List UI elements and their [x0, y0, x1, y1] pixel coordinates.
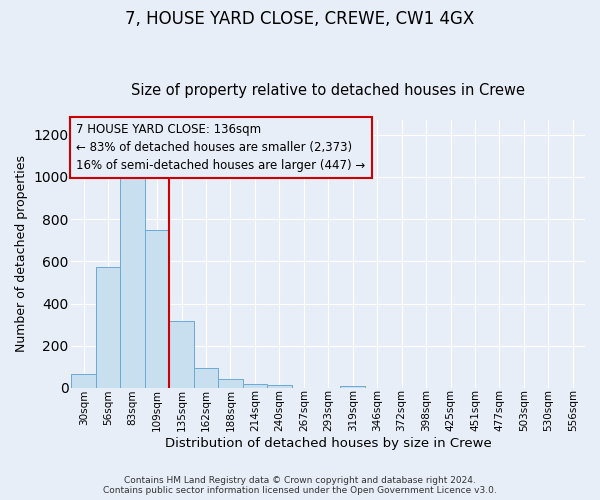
Bar: [267, 385, 292, 388]
X-axis label: Distribution of detached houses by size in Crewe: Distribution of detached houses by size …: [165, 437, 491, 450]
Title: Size of property relative to detached houses in Crewe: Size of property relative to detached ho…: [131, 83, 525, 98]
Y-axis label: Number of detached properties: Number of detached properties: [15, 156, 28, 352]
Bar: [242, 384, 267, 388]
Bar: [169, 322, 194, 388]
Bar: [194, 368, 218, 388]
Bar: [121, 176, 145, 388]
Text: Contains HM Land Registry data © Crown copyright and database right 2024.
Contai: Contains HM Land Registry data © Crown c…: [103, 476, 497, 495]
Bar: [96, 266, 121, 388]
Bar: [145, 230, 169, 388]
Bar: [71, 374, 96, 388]
Text: 7, HOUSE YARD CLOSE, CREWE, CW1 4GX: 7, HOUSE YARD CLOSE, CREWE, CW1 4GX: [125, 10, 475, 28]
Bar: [340, 386, 365, 388]
Bar: [218, 380, 242, 388]
Text: 7 HOUSE YARD CLOSE: 136sqm
← 83% of detached houses are smaller (2,373)
16% of s: 7 HOUSE YARD CLOSE: 136sqm ← 83% of deta…: [76, 123, 365, 172]
